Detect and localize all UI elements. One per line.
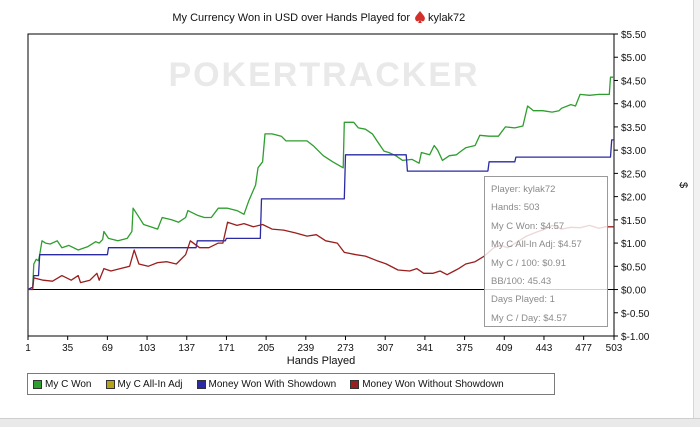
x-tick-label: 307 — [377, 343, 394, 354]
x-tick-label: 103 — [139, 343, 156, 354]
tooltip-line-won: My C Won: $4.57 — [491, 220, 565, 232]
chart-title: My Currency Won in USD over Hands Played… — [172, 12, 410, 24]
y-tick-label: $5.00 — [621, 53, 646, 64]
x-tick-label: 205 — [258, 343, 275, 354]
spade-shape — [415, 11, 425, 23]
tooltip-line-bb100: BB/100: 45.43 — [491, 276, 552, 288]
legend-item-with-showdown[interactable]: Money Won With Showdown — [196, 378, 337, 390]
player-stats-tooltip: Player: kylak72 Hands: 503 My C Won: $4.… — [484, 176, 608, 327]
plot-frame — [27, 33, 615, 337]
x-tick-label: 443 — [536, 343, 553, 354]
x-tick-label: 35 — [62, 343, 74, 354]
y-tick-label: $-0.50 — [621, 309, 650, 320]
legend-item-without-showdown[interactable]: Money Won Without Showdown — [350, 379, 504, 390]
tooltip-line-allin-adj: My C All-In Adj: $4.57 — [491, 239, 582, 251]
x-tick-label: 273 — [337, 343, 354, 354]
player-name: kylak72 — [428, 12, 465, 24]
series-line-2 — [27, 139, 614, 291]
y-tick-label: $4.00 — [621, 100, 646, 111]
y-tick-label: $3.50 — [621, 123, 646, 134]
y-tick-label: $2.00 — [621, 193, 646, 204]
x-tick-label: 341 — [417, 343, 434, 354]
y-axis-label: $ — [677, 182, 689, 188]
tooltip-line-per-day: My C / Day: $4.57 — [491, 312, 568, 324]
legend-swatch — [33, 379, 42, 389]
y-tick-label: $4.50 — [621, 76, 646, 87]
x-tick-label: 477 — [575, 343, 592, 354]
legend-label: Money Won With Showdown — [208, 378, 337, 390]
x-tick-label: 171 — [218, 343, 235, 354]
y-tick-label: $1.50 — [621, 216, 646, 227]
x-tick-label: 1 — [25, 343, 31, 354]
chart-legend: My C Won My C All-In Adj Money Won With … — [27, 373, 555, 395]
y-tick-label: $0.50 — [621, 262, 646, 273]
spade-icon — [415, 11, 425, 23]
y-tick-label: $5.50 — [621, 30, 646, 41]
legend-item-my-c-won[interactable]: My C Won — [33, 379, 92, 390]
x-tick-label: 409 — [496, 343, 513, 354]
tooltip-line-days: Days Played: 1 — [491, 294, 555, 306]
legend-swatch — [105, 379, 115, 389]
y-tick-label: $0.00 — [621, 286, 646, 297]
x-tick-label: 239 — [297, 343, 314, 354]
x-axis-label: Hands Played — [287, 355, 356, 367]
x-tick-label: 375 — [456, 343, 473, 354]
tooltip-line-player: Player: kylak72 — [491, 184, 556, 195]
x-tick-label: 503 — [606, 343, 623, 354]
legend-label: Money Won Without Showdown — [362, 378, 504, 390]
legend-item-all-in-adj[interactable]: My C All-In Adj — [105, 378, 183, 390]
window-right-edge — [693, 0, 700, 418]
y-tick-label: $3.00 — [621, 146, 646, 157]
legend-label: My C All-In Adj — [117, 378, 183, 390]
y-tick-label: $2.50 — [621, 169, 646, 180]
legend-swatch — [196, 379, 206, 389]
legend-label: My C Won — [45, 378, 92, 390]
watermark-text: POKERTRACKER — [168, 56, 479, 94]
x-tick-label: 137 — [178, 343, 195, 354]
tooltip-line-hands: Hands: 503 — [491, 202, 540, 214]
x-tick-label: 69 — [102, 343, 114, 354]
tooltip-line-per100: My C / 100: $0.91 — [491, 257, 566, 269]
window-bottom-bar — [0, 418, 700, 427]
series-line-0 — [27, 76, 614, 291]
legend-swatch — [350, 379, 360, 389]
y-tick-label: $1.00 — [621, 239, 646, 250]
y-tick-label: $-1.00 — [621, 332, 650, 343]
